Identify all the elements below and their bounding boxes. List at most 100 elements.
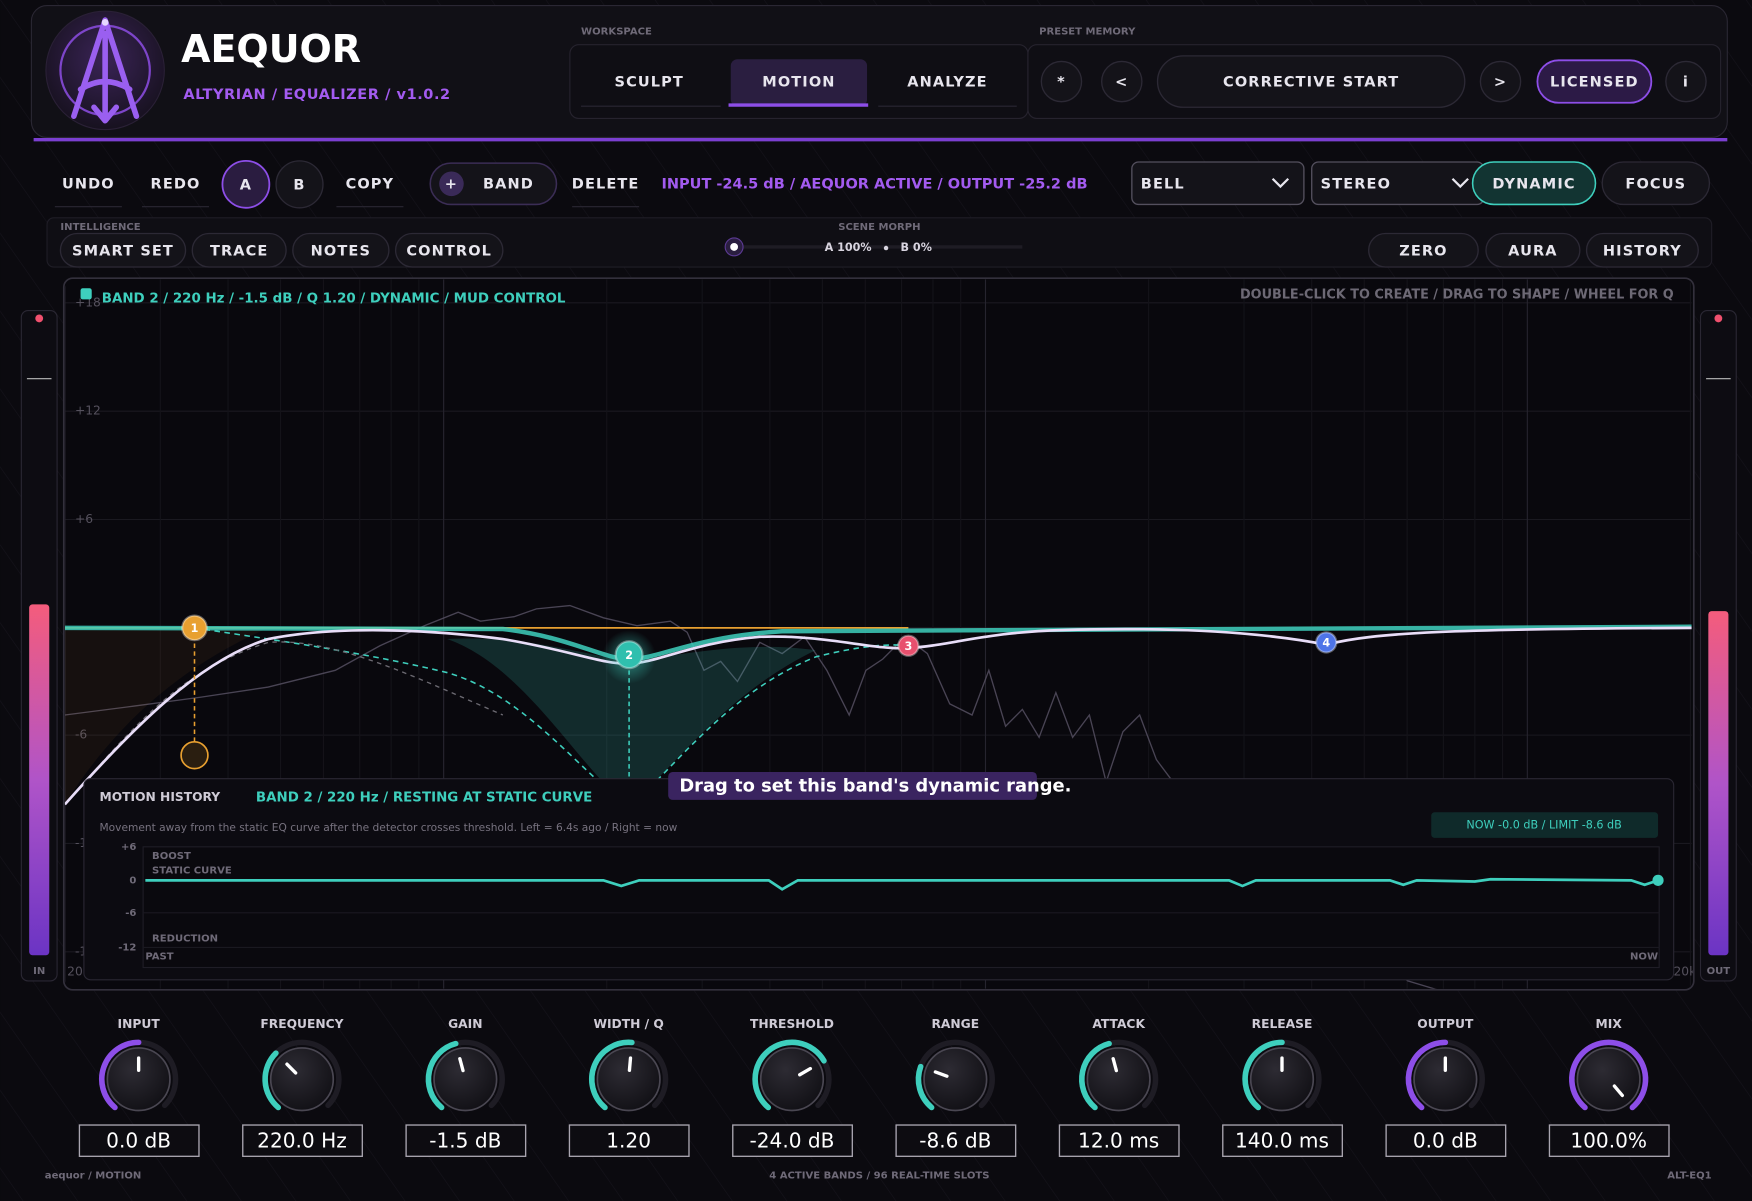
knob-body[interactable] [923,1047,988,1112]
knob-body[interactable] [106,1047,171,1112]
license-button-label[interactable]: LICENSED [1550,75,1639,91]
knob-value[interactable]: 1.20 [606,1128,651,1152]
info-button[interactable]: i [1665,60,1707,103]
knob-body[interactable] [1576,1047,1641,1112]
intelligence-button-label[interactable]: NOTES [311,243,371,259]
workspace-tab[interactable]: ANALYZE [907,75,987,91]
band-node-dot[interactable] [614,640,644,670]
focus-toggle[interactable]: FOCUS [1601,161,1711,206]
shape-dropdown-label[interactable]: BELL [1141,176,1185,192]
knob-value-box[interactable] [568,1124,690,1157]
knob-value-box[interactable] [895,1124,1017,1157]
intelligence-button-label[interactable]: CONTROL [406,243,492,259]
add-band-label[interactable]: BAND [483,176,534,192]
band-node[interactable]: 3 [897,634,920,657]
intelligence-button[interactable]: TRACE [191,232,287,268]
knob[interactable]: FREQUENCY 220.0 Hz [242,1017,363,1157]
knob-value[interactable]: 220.0 Hz [257,1128,347,1152]
preset-prev-button[interactable]: < [1101,60,1143,103]
copy-button[interactable]: COPY [346,176,395,192]
knob[interactable]: THRESHOLD -24.0 dB [732,1017,853,1157]
ab-b-button[interactable]: B [275,160,324,209]
preset-next-button[interactable]: > [1479,60,1522,103]
knob-body[interactable] [1086,1047,1151,1112]
band-node-dot[interactable] [897,634,920,657]
undo-button[interactable]: UNDO [62,176,115,192]
focus-toggle-label[interactable]: FOCUS [1625,176,1686,192]
band-node-number[interactable]: 2 [625,649,633,662]
ab-b-button-label[interactable]: B [293,177,305,193]
license-button[interactable]: LICENSED [1536,59,1653,104]
utility-button-label[interactable]: HISTORY [1603,243,1682,259]
knob-value-box[interactable] [78,1124,200,1157]
knob-body[interactable] [596,1047,661,1112]
knob-value-box[interactable] [242,1124,363,1157]
band-node-dot[interactable] [181,614,208,642]
band-node-number[interactable]: 3 [905,640,913,653]
knob-value[interactable]: 140.0 ms [1235,1128,1329,1152]
preset-name-label[interactable]: CORRECTIVE START [1223,75,1399,91]
preset-star-button[interactable]: * [1040,60,1083,103]
knob-value-box[interactable] [405,1124,527,1157]
utility-button-label[interactable]: ZERO [1399,243,1447,259]
dynamic-toggle[interactable]: DYNAMIC [1471,161,1597,206]
knob-value[interactable]: -24.0 dB [750,1128,835,1152]
intelligence-button[interactable]: NOTES [292,232,390,268]
band-node-number[interactable]: 4 [1322,637,1330,650]
add-band-icon[interactable]: + [445,176,458,192]
delete-button[interactable]: DELETE [572,176,640,192]
knob-value-box[interactable] [1385,1124,1507,1157]
knob[interactable]: MIX 100.0% [1548,1017,1670,1157]
knob[interactable]: ATTACK 12.0 ms [1058,1017,1180,1157]
band1-range-handle[interactable] [180,740,209,770]
intelligence-button-label[interactable]: TRACE [210,243,268,259]
info-button-label[interactable]: i [1683,75,1689,91]
workspace-tab[interactable]: SCULPT [615,75,684,91]
knob-value-box[interactable] [1058,1124,1180,1157]
preset-star-button-label[interactable]: * [1057,75,1066,91]
intelligence-button-label[interactable]: SMART SET [72,243,174,259]
add-band-button[interactable]: + BAND [429,162,558,206]
workspace-tab[interactable]: MOTION [762,75,835,91]
band-node[interactable]: 4 [1315,631,1338,654]
preset-name[interactable]: CORRECTIVE START [1156,55,1466,108]
knob-body[interactable] [269,1047,335,1112]
knob-value[interactable]: -1.5 dB [429,1128,501,1152]
knob[interactable]: OUTPUT 0.0 dB [1385,1017,1507,1157]
intelligence-button[interactable]: CONTROL [394,232,504,268]
knob-value[interactable]: 12.0 ms [1078,1128,1159,1152]
knob-value[interactable]: 0.0 dB [1413,1128,1478,1152]
preset-next-button-label[interactable]: > [1494,75,1507,91]
ab-a-button[interactable]: A [221,159,271,209]
knob[interactable]: RANGE -8.6 dB [895,1017,1017,1157]
knob[interactable]: WIDTH / Q 1.20 [568,1017,690,1157]
intelligence-button[interactable]: SMART SET [59,232,187,268]
knob-value[interactable]: 100.0% [1570,1128,1647,1152]
knob-body[interactable] [433,1047,498,1112]
utility-button-label[interactable]: AURA [1508,243,1557,259]
dynamic-toggle-label[interactable]: DYNAMIC [1492,176,1575,192]
knob-value[interactable]: 0.0 dB [106,1128,171,1152]
knob-value-box[interactable] [1222,1124,1343,1157]
ab-a-button-label[interactable]: A [240,177,252,193]
knob[interactable]: GAIN -1.5 dB [405,1017,527,1157]
redo-button[interactable]: REDO [151,176,201,192]
knob[interactable]: INPUT 0.0 dB [78,1017,200,1157]
band-node-dot[interactable] [1315,631,1338,654]
knob[interactable]: RELEASE 140.0 ms [1222,1017,1343,1157]
utility-button[interactable]: ZERO [1368,232,1479,268]
preset-prev-button-label[interactable]: < [1115,75,1128,91]
mode-dropdown-label[interactable]: STEREO [1321,176,1391,192]
utility-button[interactable]: AURA [1485,232,1581,268]
knob-body[interactable] [1249,1047,1315,1112]
knob-value[interactable]: -8.6 dB [919,1128,991,1152]
knob-value-box[interactable] [1548,1124,1670,1157]
band-node[interactable]: 1 [181,614,208,642]
band-node-number[interactable]: 1 [191,622,199,635]
knob-value-box[interactable] [732,1124,853,1157]
knob-body[interactable] [759,1047,825,1112]
shape-dropdown[interactable]: BELL [1131,161,1305,206]
utility-button[interactable]: HISTORY [1585,232,1699,268]
band-node[interactable]: 2 [614,640,644,670]
mode-dropdown[interactable]: STEREO [1311,161,1485,206]
